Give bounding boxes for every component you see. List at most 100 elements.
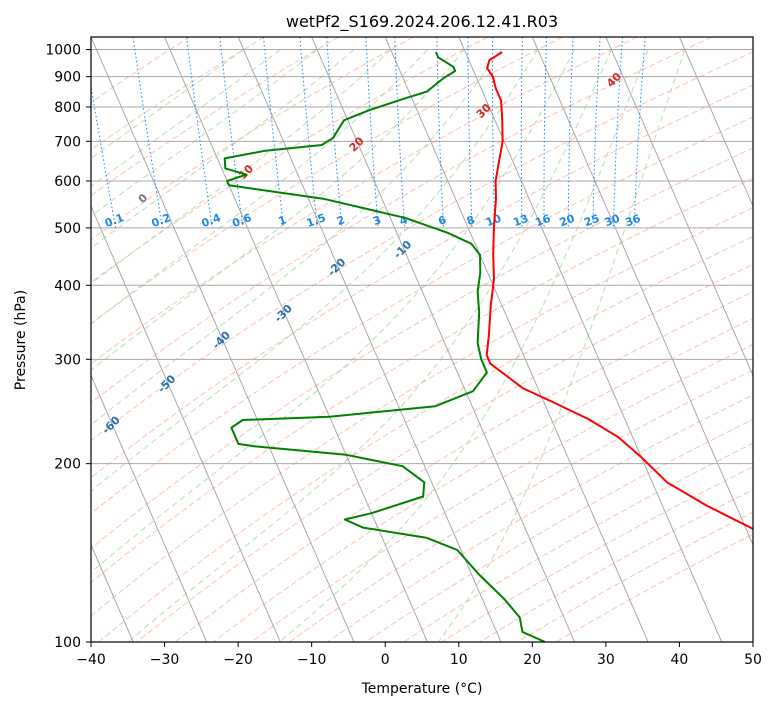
x-tick-label: −20 (223, 652, 253, 668)
x-tick-label: −40 (76, 652, 106, 668)
moist-adiabat-line (279, 49, 649, 642)
dry-adiabat-label: 20 (347, 134, 367, 154)
plot-frame (90, 36, 754, 643)
isotherm-line (237, 37, 502, 642)
dry-adiabat-line (555, 533, 753, 642)
dry-adiabat-line (91, 147, 753, 550)
axis-ticks: −40 −30 −20 −10 0 10 20 30 40 5010020030040050060… (45, 43, 762, 668)
isotherm-label: -40 (210, 328, 233, 351)
dry-adiabat-line (479, 489, 753, 642)
mixing-ratio-line (633, 37, 646, 228)
y-tick-label: 300 (54, 352, 81, 368)
isotherm-line (311, 37, 576, 642)
background-lines (0, 37, 753, 642)
mixing-ratio-label: 16 (533, 212, 552, 230)
chart-title: wetPf2_S169.2024.206.12.41.R03 (286, 12, 558, 32)
mixing-ratio-line (219, 37, 244, 228)
dry-adiabat-line (91, 37, 190, 104)
dry-adiabat-line (98, 235, 753, 642)
mixing-ratio-label: 36 (624, 212, 643, 230)
moist-adiabat-line (91, 49, 539, 492)
moist-adiabat-line (437, 49, 686, 642)
mixing-ratio-label: 0.1 (103, 211, 126, 230)
isotherm-line (0, 37, 60, 642)
mixing-ratio-line (492, 37, 496, 228)
isotherm-line (91, 37, 355, 642)
x-tick-label: 10 (450, 652, 468, 668)
y-tick-label: 200 (54, 457, 81, 473)
x-tick-label: 30 (597, 652, 615, 668)
moist-adiabat-line (91, 49, 281, 188)
isotherm-line (678, 37, 753, 208)
isotherm-label: -30 (272, 302, 295, 325)
y-tick-label: 700 (54, 134, 81, 150)
x-tick-label: 40 (671, 652, 689, 668)
moist-adiabat-line (91, 49, 244, 160)
dry-adiabat-line (365, 418, 753, 642)
dry-adiabat-line (91, 37, 489, 283)
profile-lines (223, 51, 753, 642)
isotherm-label: -10 (391, 238, 414, 261)
dry-adiabat-line (91, 177, 753, 584)
y-tick-label: 1000 (45, 43, 81, 59)
mixing-ratio-label: 2 (335, 213, 347, 228)
dry-adiabat-line (212, 317, 753, 642)
temperature-line (485, 51, 753, 531)
y-tick-label: 400 (54, 278, 81, 294)
mixing-ratio-line (592, 37, 601, 228)
mixing-ratio-label: 6 (437, 213, 449, 228)
mixing-ratio-line (132, 37, 163, 228)
isotherm-label: -80 (0, 523, 23, 546)
dewpoint-line (223, 51, 546, 642)
dry-adiabat-line (250, 343, 753, 642)
mixing-ratio-label: 20 (558, 212, 577, 230)
isotherm-line (605, 37, 753, 377)
x-tick-label: 20 (523, 652, 541, 668)
y-tick-label: 500 (54, 221, 81, 237)
x-tick-label: 50 (744, 652, 762, 668)
moist-adiabat-line (91, 49, 318, 217)
dry-adiabat-line (91, 37, 563, 325)
x-tick-label: 0 (381, 652, 390, 668)
isotherm-label: -50 (155, 372, 178, 395)
dry-adiabat-line (91, 37, 340, 197)
y-tick-label: 600 (54, 174, 81, 190)
mixing-ratio-label: 0.2 (150, 211, 173, 230)
mixing-ratio-label: 25 (582, 212, 601, 229)
dry-adiabat-line (91, 51, 753, 442)
mixing-ratio-label: 4 (398, 213, 410, 228)
moist-adiabat-line (91, 49, 428, 325)
isotherm-line (531, 37, 753, 547)
mixing-ratio-label: 1.5 (305, 211, 328, 230)
dry-adiabat-line (174, 291, 753, 642)
dry-adiabat-line (91, 84, 753, 479)
moist-adiabat-line (91, 49, 392, 285)
isotherm-line (384, 37, 649, 642)
mixing-ratio-label: 0.6 (230, 211, 253, 230)
isotherm-line (91, 374, 208, 642)
isotherm-label: -60 (100, 413, 123, 436)
mixing-ratio-label: 0.4 (200, 211, 223, 230)
mixing-ratio-label: 8 (465, 213, 477, 228)
mixing-ratio-label: 13 (511, 212, 530, 229)
dry-adiabat-line (91, 37, 638, 365)
y-tick-label: 100 (54, 635, 81, 651)
x-axis-label: Temperature (°C) (361, 681, 483, 697)
isotherm-line (91, 205, 281, 642)
mixing-ratio-label: 30 (603, 212, 622, 230)
dry-adiabat-line (288, 369, 753, 642)
mixing-ratio-line (186, 37, 213, 228)
mixing-ratio-label: 3 (371, 213, 383, 228)
y-axis-label: Pressure (hPa) (13, 290, 29, 390)
dry-adiabat-line (136, 263, 753, 642)
mixing-ratio-line (567, 37, 574, 228)
moist-adiabat-line (91, 49, 576, 573)
isotherm-label: -70 (53, 476, 76, 499)
moist-adiabat-line (127, 49, 612, 642)
mixing-ratio-line (299, 37, 318, 228)
mixing-ratio-label: 1 (277, 213, 289, 228)
dry-adiabat-line (91, 37, 713, 404)
isotherm-line (752, 37, 753, 39)
y-tick-label: 900 (54, 70, 81, 86)
